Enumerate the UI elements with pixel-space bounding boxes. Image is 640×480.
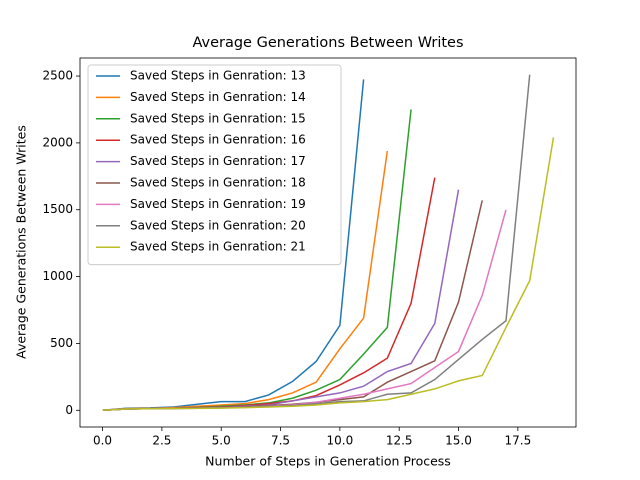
x-tick-label: 0.0 — [93, 434, 112, 448]
x-tick-label: 12.5 — [386, 434, 413, 448]
chart-title: Average Generations Between Writes — [192, 35, 463, 51]
x-axis-label: Number of Steps in Generation Process — [205, 454, 451, 469]
x-tick-label: 10.0 — [327, 434, 354, 448]
legend-label: Saved Steps in Genration: 20 — [130, 218, 306, 232]
y-tick-label: 500 — [50, 336, 73, 350]
x-tick-label: 15.0 — [445, 434, 472, 448]
series-line — [102, 137, 555, 412]
legend-box — [87, 64, 342, 266]
legend-label: Saved Steps in Genration: 13 — [130, 69, 306, 83]
legend-label: Saved Steps in Genration: 15 — [130, 111, 306, 125]
plot-frame — [79, 57, 577, 428]
y-tick-label: 1500 — [42, 202, 73, 216]
legend-label: Saved Steps in Genration: 19 — [130, 197, 306, 211]
x-tick-label: 17.5 — [504, 434, 531, 448]
y-tick-label: 2500 — [42, 69, 73, 83]
legend-label: Saved Steps in Genration: 18 — [130, 176, 306, 190]
x-tick-label: 2.5 — [152, 434, 171, 448]
legend-label: Saved Steps in Genration: 21 — [130, 240, 306, 254]
legend-label: Saved Steps in Genration: 16 — [130, 133, 306, 147]
y-tick-label: 1000 — [42, 269, 73, 283]
y-tick-label: 0 — [65, 403, 73, 417]
y-tick-label: 2000 — [42, 135, 73, 149]
legend-label: Saved Steps in Genration: 14 — [130, 90, 306, 104]
y-axis-label: Average Generations Between Writes — [14, 125, 29, 359]
x-tick-label: 7.5 — [271, 434, 290, 448]
x-tick-label: 5.0 — [212, 434, 231, 448]
legend-label: Saved Steps in Genration: 17 — [130, 154, 306, 168]
